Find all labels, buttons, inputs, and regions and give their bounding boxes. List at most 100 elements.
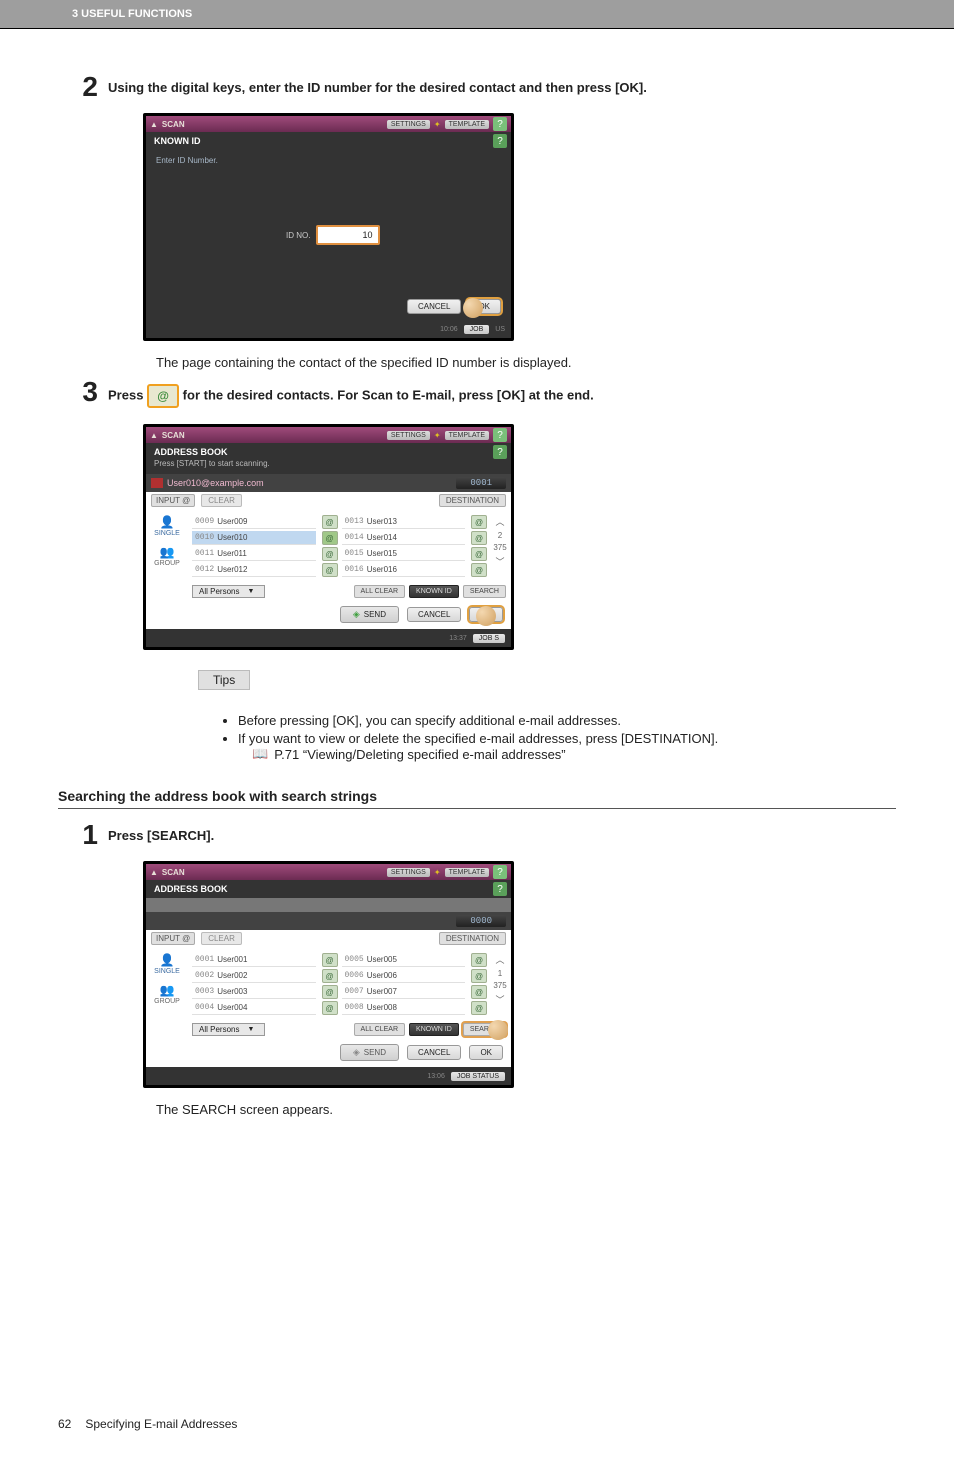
contact-name: User001 xyxy=(217,955,247,964)
ab2-header: ▲SCAN SETTINGS ✦ TEMPLATE ? xyxy=(146,864,511,880)
ab1-cancel-button[interactable]: CANCEL xyxy=(407,607,461,622)
contact-at-icon[interactable]: @ xyxy=(471,985,487,999)
ab1-search-button[interactable]: SEARCH xyxy=(463,585,506,598)
chevron-up-icon-2[interactable]: ︿ xyxy=(495,953,504,966)
ab1-time: 13:37 xyxy=(449,635,467,642)
ab1-single-tab[interactable]: 👤SINGLE xyxy=(154,515,180,537)
ab1-allclear-button[interactable]: ALL CLEAR xyxy=(354,585,405,598)
contact-cell[interactable]: 0006User006 xyxy=(342,969,466,983)
contact-number: 0007 xyxy=(345,987,364,996)
contact-cell[interactable]: 0008User008 xyxy=(342,1001,466,1015)
ab2-allclear-button[interactable]: ALL CLEAR xyxy=(354,1023,405,1036)
ab2-page-total: 375 xyxy=(493,981,506,990)
ab1-btnrow: All Persons▼ ALL CLEAR KNOWN ID SEARCH xyxy=(146,581,511,600)
ab1-template: TEMPLATE xyxy=(445,431,489,440)
contact-at-icon[interactable]: @ xyxy=(471,563,487,577)
ab2-clear-button[interactable]: CLEAR xyxy=(201,932,242,945)
ab1-bottom: ◈SEND CANCEL OK xyxy=(146,600,511,629)
ab1-clear-button[interactable]: CLEAR xyxy=(201,494,242,507)
step-3-text-after: for the desired contacts. For Scan to E-… xyxy=(183,388,594,403)
ab2-group-tab[interactable]: 👥GROUP xyxy=(154,983,180,1005)
contact-cell[interactable]: 0004User004 xyxy=(192,1001,316,1015)
ab1-filter-dropdown[interactable]: All Persons▼ xyxy=(192,585,265,598)
ab2-job-status[interactable]: JOB STATUS xyxy=(451,1072,505,1081)
chevron-down-icon-2[interactable]: ﹀ xyxy=(495,993,504,1006)
ab2-ok-button[interactable]: OK xyxy=(469,1045,503,1060)
contact-at-icon[interactable]: @ xyxy=(322,547,338,561)
ab1-group-label: GROUP xyxy=(154,560,180,567)
contact-name: User012 xyxy=(217,565,247,574)
contact-cell[interactable]: 0014User014 xyxy=(342,531,466,545)
ab2-input-at-button[interactable]: INPUT @ xyxy=(151,932,195,945)
page-header-bar: 3 USEFUL FUNCTIONS xyxy=(0,0,954,29)
contact-at-icon[interactable]: @ xyxy=(322,953,338,967)
contact-number: 0008 xyxy=(345,1003,364,1012)
ab2-single-tab[interactable]: 👤SINGLE xyxy=(154,953,180,975)
ab2-send-button[interactable]: ◈SEND xyxy=(340,1044,399,1061)
contact-name: User011 xyxy=(217,549,247,558)
contact-name: User009 xyxy=(217,517,247,526)
step-1b-number: 1 xyxy=(58,819,108,855)
ab1-send-button[interactable]: ◈SEND xyxy=(340,606,399,623)
contact-at-icon[interactable]: @ xyxy=(471,531,487,545)
contact-cell[interactable]: 0012User012 xyxy=(192,563,316,577)
ab2-cancel-button[interactable]: CANCEL xyxy=(407,1045,461,1060)
contact-at-icon[interactable]: @ xyxy=(471,953,487,967)
ab2-sidebar: 👤SINGLE 👥GROUP xyxy=(146,949,188,1019)
contact-name: User015 xyxy=(367,549,397,558)
contact-cell[interactable]: 0010User010 xyxy=(192,531,316,545)
ab1-knownid-button[interactable]: KNOWN ID xyxy=(409,585,459,598)
id-input[interactable]: 10 xyxy=(316,225,380,245)
contact-at-icon[interactable]: @ xyxy=(322,969,338,983)
dropdown-arrow-icon: ▼ xyxy=(247,588,254,595)
contact-at-icon[interactable]: @ xyxy=(471,969,487,983)
ab1-group-tab[interactable]: 👥GROUP xyxy=(154,545,180,567)
ab2-knownid-button[interactable]: KNOWN ID xyxy=(409,1023,459,1036)
contact-cell[interactable]: 0015User015 xyxy=(342,547,466,561)
ab2-single-label: SINGLE xyxy=(154,968,180,975)
ab1-scrollbar[interactable]: ︿ 2 375 ﹀ xyxy=(489,511,511,581)
contact-cell[interactable]: 0009User009 xyxy=(192,515,316,529)
contact-cell[interactable]: 0003User003 xyxy=(192,985,316,999)
contact-cell[interactable]: 0005User005 xyxy=(342,953,466,967)
ab1-star-icon: ✦ xyxy=(434,431,441,440)
scan-title: SCAN xyxy=(162,120,185,129)
step-3-text: Press @ for the desired contacts. For Sc… xyxy=(108,384,896,408)
contact-cell[interactable]: 0002User002 xyxy=(192,969,316,983)
contact-at-icon[interactable]: @ xyxy=(322,563,338,577)
page-number: 62 xyxy=(58,1417,71,1431)
ab2-destination-button[interactable]: DESTINATION xyxy=(439,932,506,945)
ab2-list: 0001User001 @0005User005 @0002User002 @0006… xyxy=(188,949,489,1019)
ab2-scrollbar[interactable]: ︿ 1 375 ﹀ xyxy=(489,949,511,1019)
contact-at-icon[interactable]: @ xyxy=(471,1001,487,1015)
chevron-down-icon[interactable]: ﹀ xyxy=(495,555,504,568)
cancel-button[interactable]: CANCEL xyxy=(407,299,461,314)
ab2-group-label: GROUP xyxy=(154,998,180,1005)
contact-cell[interactable]: 0016User016 xyxy=(342,563,466,577)
chevron-up-icon[interactable]: ︿ xyxy=(495,515,504,528)
ab2-footer: 13:06 JOB STATUS xyxy=(146,1067,511,1085)
contact-cell[interactable]: 0011User011 xyxy=(192,547,316,561)
ab2-template: TEMPLATE xyxy=(445,868,489,877)
ab2-filter-dropdown[interactable]: All Persons▼ xyxy=(192,1023,265,1036)
job-button[interactable]: JOB xyxy=(464,325,490,334)
contact-cell[interactable]: 0013User013 xyxy=(342,515,466,529)
contact-at-icon[interactable]: @ xyxy=(322,1001,338,1015)
contact-cell[interactable]: 0007User007 xyxy=(342,985,466,999)
contact-at-icon[interactable]: @ xyxy=(471,547,487,561)
ab1-input-at-button[interactable]: INPUT @ xyxy=(151,494,195,507)
step-1b-result-text: The SEARCH screen appears. xyxy=(156,1102,896,1117)
send-icon-2: ◈ xyxy=(353,1047,360,1058)
mail-icon xyxy=(151,478,163,488)
contact-at-icon[interactable]: @ xyxy=(471,515,487,529)
contact-at-icon[interactable]: @ xyxy=(322,531,338,545)
ab1-destination-button[interactable]: DESTINATION xyxy=(439,494,506,507)
at-icon: @ xyxy=(147,384,179,408)
contact-at-icon[interactable]: @ xyxy=(322,515,338,529)
ab1-job-status[interactable]: JOB S xyxy=(473,634,505,643)
step-3: 3 Press @ for the desired contacts. For … xyxy=(58,384,896,418)
step-2-text: Using the digital keys, enter the ID num… xyxy=(108,79,896,97)
contact-at-icon[interactable]: @ xyxy=(322,985,338,999)
ab2-bottom: ◈SEND CANCEL OK xyxy=(146,1038,511,1067)
contact-cell[interactable]: 0001User001 xyxy=(192,953,316,967)
